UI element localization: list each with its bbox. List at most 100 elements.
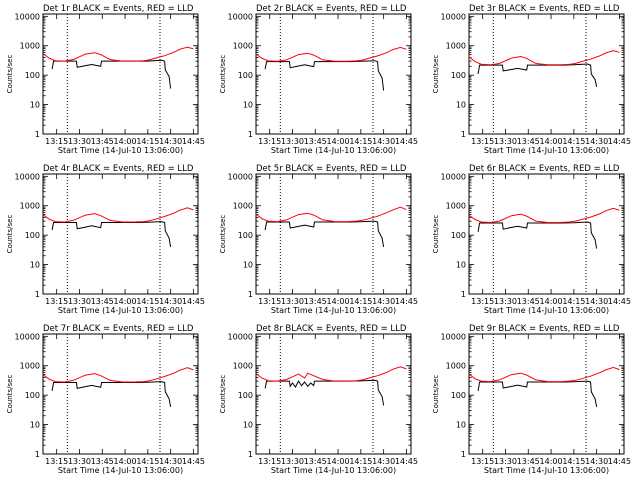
x-tick-label: 14:30 <box>159 457 182 466</box>
y-tick-label: 100 <box>451 391 466 400</box>
x-tick-label: 14:00 <box>114 457 137 466</box>
y-tick-label: 10 <box>30 101 40 110</box>
y-tick-label: 100 <box>25 71 40 80</box>
x-axis-label: Start Time (14-Jul-10 13:06:00) <box>484 466 609 475</box>
lld-rate-line <box>255 46 407 62</box>
x-tick-label: 13:30 <box>281 137 304 146</box>
y-tick-label: 10000 <box>228 172 253 181</box>
y-tick-label: 100 <box>238 71 253 80</box>
chart-panel: Det 1r BLACK = Events, RED = LLD 1 10 100 10… <box>6 4 205 155</box>
x-axis-label: Start Time (14-Jul-10 13:06:00) <box>271 146 396 155</box>
chart-panel: Det 8r BLACK = Events, RED = LLD 1 10 100 10… <box>219 324 418 475</box>
y-tick-label: 1 <box>248 130 253 139</box>
y-tick-label: 10 <box>30 261 40 270</box>
y-tick-label: 1000 <box>20 362 40 371</box>
events-rate-line <box>51 381 172 407</box>
x-tick-label: 14:15 <box>136 457 159 466</box>
y-tick-label: 1 <box>461 450 466 459</box>
y-tick-label: 10 <box>243 421 253 430</box>
y-axis-label: Counts/sec <box>219 375 227 414</box>
y-tick-label: 1 <box>35 130 40 139</box>
x-tick-label: 13:45 <box>517 297 540 306</box>
lld-rate-line <box>468 50 620 66</box>
x-axis-label: Start Time (14-Jul-10 13:06:00) <box>271 306 396 315</box>
y-tick-label: 10000 <box>441 172 466 181</box>
chart-title: Det 2r BLACK = Events, RED = LLD <box>256 4 407 14</box>
y-tick-label: 10000 <box>228 12 253 21</box>
y-tick-label: 10 <box>456 421 466 430</box>
events-rate-line <box>264 220 385 247</box>
x-tick-label: 14:00 <box>540 457 563 466</box>
events-rate-line <box>477 221 598 249</box>
events-rate-line <box>477 380 598 407</box>
y-tick-label: 10 <box>456 101 466 110</box>
lld-rate-line <box>42 367 194 383</box>
plot-frame <box>255 13 412 135</box>
x-tick-label: 14:00 <box>114 297 137 306</box>
x-tick-label: 13:30 <box>68 457 91 466</box>
x-tick-label: 13:30 <box>68 297 91 306</box>
plot-frame <box>255 173 412 295</box>
x-tick-label: 14:15 <box>562 137 585 146</box>
x-tick-label: 13:30 <box>68 137 91 146</box>
x-tick-label: 13:30 <box>494 457 517 466</box>
x-tick-label: 13:15 <box>258 297 281 306</box>
y-tick-label: 10 <box>243 101 253 110</box>
y-tick-label: 100 <box>238 231 253 240</box>
x-axis-label: Start Time (14-Jul-10 13:06:00) <box>58 306 183 315</box>
chart-panel: Det 3r BLACK = Events, RED = LLD 1 10 100 10… <box>432 4 631 155</box>
x-tick-label: 13:45 <box>91 297 114 306</box>
x-tick-label: 14:30 <box>372 137 395 146</box>
x-tick-label: 14:00 <box>114 137 137 146</box>
y-tick-label: 1000 <box>446 362 466 371</box>
y-tick-label: 10 <box>456 261 466 270</box>
plot-frame <box>468 13 625 135</box>
x-tick-label: 13:15 <box>45 137 68 146</box>
events-rate-line <box>264 60 385 91</box>
x-tick-label: 13:15 <box>45 457 68 466</box>
chart-title: Det 6r BLACK = Events, RED = LLD <box>469 164 620 174</box>
y-tick-label: 1 <box>35 450 40 459</box>
x-tick-label: 13:15 <box>471 457 494 466</box>
y-axis-label: Counts/sec <box>6 215 14 254</box>
x-tick-label: 14:15 <box>562 297 585 306</box>
x-tick-label: 14:00 <box>540 297 563 306</box>
x-axis-label: Start Time (14-Jul-10 13:06:00) <box>271 466 396 475</box>
chart-title: Det 1r BLACK = Events, RED = LLD <box>43 4 194 14</box>
y-tick-label: 10000 <box>15 12 40 21</box>
chart-panel: Det 4r BLACK = Events, RED = LLD 1 10 100 10… <box>6 164 205 315</box>
chart-panel: Det 9r BLACK = Events, RED = LLD 1 10 100 10… <box>432 324 631 475</box>
chart-panel: Det 5r BLACK = Events, RED = LLD 1 10 100 10… <box>219 164 418 315</box>
x-tick-label: 14:15 <box>136 137 159 146</box>
y-tick-label: 1000 <box>233 42 253 51</box>
chart-title: Det 8r BLACK = Events, RED = LLD <box>256 324 407 334</box>
x-tick-label: 13:30 <box>494 297 517 306</box>
y-tick-label: 1 <box>461 130 466 139</box>
chart-panel: Det 7r BLACK = Events, RED = LLD 1 10 100 10… <box>6 324 205 475</box>
lld-rate-line <box>468 366 620 383</box>
x-tick-label: 14:30 <box>159 137 182 146</box>
x-tick-label: 13:45 <box>304 457 327 466</box>
x-tick-label: 14:00 <box>327 137 350 146</box>
chart-title: Det 7r BLACK = Events, RED = LLD <box>43 324 194 334</box>
x-tick-label: 13:30 <box>281 457 304 466</box>
chart-title: Det 9r BLACK = Events, RED = LLD <box>469 324 620 334</box>
events-rate-line <box>477 63 598 88</box>
plot-frame <box>255 333 412 455</box>
x-tick-label: 13:45 <box>304 297 327 306</box>
y-axis-label: Counts/sec <box>219 215 227 254</box>
x-tick-label: 14:45 <box>395 457 418 466</box>
y-tick-label: 100 <box>25 391 40 400</box>
x-tick-label: 13:45 <box>517 457 540 466</box>
y-tick-label: 1000 <box>446 42 466 51</box>
x-tick-label: 14:45 <box>608 137 631 146</box>
chart-title: Det 3r BLACK = Events, RED = LLD <box>469 4 620 14</box>
x-tick-label: 13:15 <box>45 297 68 306</box>
x-tick-label: 14:15 <box>349 137 372 146</box>
x-axis-label: Start Time (14-Jul-10 13:06:00) <box>484 146 609 155</box>
x-tick-label: 14:30 <box>372 457 395 466</box>
lld-rate-line <box>42 46 194 62</box>
x-tick-label: 14:30 <box>585 137 608 146</box>
chart-title: Det 5r BLACK = Events, RED = LLD <box>256 164 407 174</box>
plot-frame <box>468 173 625 295</box>
